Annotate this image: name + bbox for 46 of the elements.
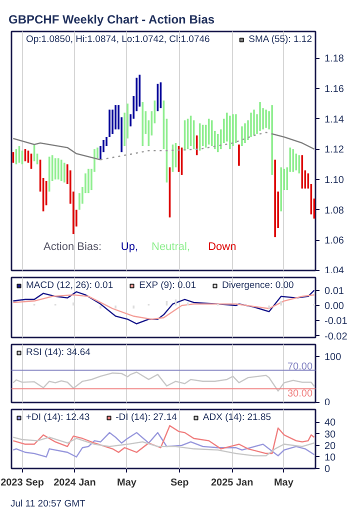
legend-label: Divergence: 0.00 bbox=[222, 280, 294, 291]
x-tick-label: Sep bbox=[170, 478, 189, 488]
legend-title: Action Bias: bbox=[44, 241, 102, 254]
legend-label: EXP (9): 0.01 bbox=[139, 280, 196, 291]
y-tick-label: 100 bbox=[324, 352, 342, 363]
text: Neutral, bbox=[152, 241, 190, 254]
y-tick-label: 1.06 bbox=[324, 236, 344, 247]
line-series bbox=[12, 425, 315, 454]
line-series bbox=[12, 138, 102, 160]
legend-label: -DI (14): 27.14 bbox=[116, 412, 177, 423]
legend-label: RSI (14): 34.64 bbox=[26, 347, 90, 358]
y-tick-label: 30 bbox=[324, 429, 336, 440]
y-tick-label: 1.12 bbox=[324, 144, 344, 156]
y-tick-label: 0 bbox=[324, 464, 330, 475]
legend-label: SMA (55): 1.12 bbox=[248, 34, 312, 45]
chart-title: GBPCHF Weekly Chart - Action Bias bbox=[8, 12, 215, 26]
x-tick-label: 2025 Jan bbox=[210, 478, 254, 488]
y-tick-label: -0.02 bbox=[324, 331, 348, 342]
x-tick-label: May bbox=[117, 478, 137, 488]
line-series bbox=[12, 432, 315, 458]
x-tick-label: 2023 Sep bbox=[0, 478, 44, 488]
y-tick-label: 1.16 bbox=[324, 84, 344, 95]
text: Down bbox=[208, 241, 236, 254]
x-tick-label: May bbox=[274, 478, 294, 488]
legend-label: ADX (14): 21.85 bbox=[202, 412, 272, 423]
y-tick-label: 0.00 bbox=[324, 301, 344, 312]
ref-line-label: 30.00 bbox=[287, 388, 313, 400]
y-tick-label: 0.01 bbox=[324, 286, 344, 297]
line-series bbox=[100, 132, 273, 160]
legend-label: MACD (12, 26): 0.01 bbox=[26, 280, 114, 291]
y-tick-label: 1.14 bbox=[324, 114, 344, 126]
y-tick-label: 10 bbox=[324, 452, 336, 464]
line-series bbox=[271, 133, 315, 150]
ref-line-label: 70.00 bbox=[287, 361, 313, 372]
y-tick-label: -0.01 bbox=[324, 316, 348, 328]
legend-label: +DI (14): 12.43 bbox=[26, 412, 90, 423]
line-series bbox=[12, 436, 315, 456]
text: Jul 11 20:57 GMT bbox=[10, 498, 86, 510]
y-tick-label: 40 bbox=[324, 418, 336, 429]
annotation: Op:1.0850, Hi:1.0874, Lo:1.0742, Cl:1.0746 bbox=[26, 34, 210, 45]
y-tick-label: 20 bbox=[324, 440, 336, 452]
y-tick-label: 1.18 bbox=[324, 54, 344, 65]
x-tick-label: 2024 Jan bbox=[54, 478, 96, 488]
y-tick-label: 1.10 bbox=[324, 174, 344, 186]
text: Up, bbox=[120, 241, 138, 254]
y-tick-label: 1.08 bbox=[324, 205, 344, 216]
